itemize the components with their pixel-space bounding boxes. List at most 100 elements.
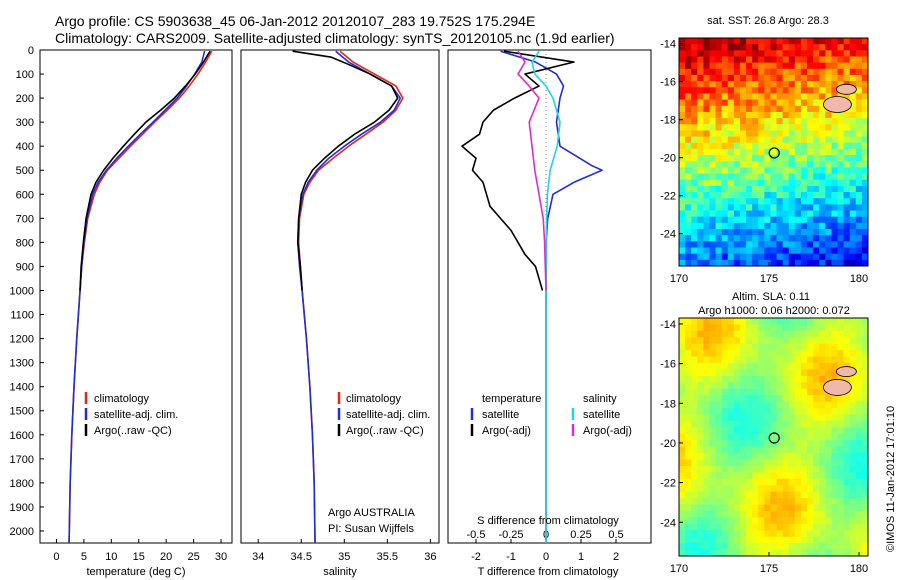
map-cell xyxy=(709,356,717,364)
map-cell xyxy=(721,105,729,113)
map-cell xyxy=(782,204,790,212)
map-cell xyxy=(746,50,753,57)
map-cell xyxy=(764,453,771,461)
map-cell xyxy=(776,491,784,499)
map-cell xyxy=(800,253,808,261)
map-cell xyxy=(679,111,686,119)
map-cell xyxy=(782,510,790,518)
map-cell xyxy=(782,356,790,364)
map-cell xyxy=(746,343,753,351)
map-cell xyxy=(855,356,863,364)
legend-climatology: climatology xyxy=(94,393,150,405)
map-cell xyxy=(782,549,790,557)
map-cell xyxy=(861,427,869,435)
map-cell xyxy=(758,324,765,332)
map-cell xyxy=(703,81,710,88)
map-cell xyxy=(843,401,851,409)
map-cell xyxy=(813,93,820,101)
map-cell xyxy=(685,124,692,131)
map-cell xyxy=(679,253,686,261)
map-cell xyxy=(837,185,845,193)
map-cell xyxy=(800,204,808,212)
map-cell xyxy=(709,259,717,267)
map-cell xyxy=(807,375,814,383)
map-cell xyxy=(825,395,832,403)
map-cell xyxy=(776,204,784,212)
map-cell xyxy=(752,192,759,199)
map-cell xyxy=(746,247,753,255)
map-cell xyxy=(843,142,851,150)
map-cell xyxy=(813,161,820,168)
map-cell xyxy=(703,179,710,187)
map-cell xyxy=(703,343,710,351)
map-cell xyxy=(770,401,778,409)
map-cell xyxy=(800,235,808,242)
map-cell xyxy=(782,142,790,150)
map-cell xyxy=(770,130,778,138)
map-cell xyxy=(679,62,686,70)
map-cell xyxy=(794,111,802,119)
map-cell xyxy=(776,130,784,138)
map-cell xyxy=(746,56,753,64)
map-cell xyxy=(813,99,820,107)
map-cell xyxy=(807,498,814,506)
map-cell xyxy=(733,446,741,454)
map-cell xyxy=(849,356,857,364)
map-cell xyxy=(831,167,839,175)
salinity-plot: 34 34.5 35 35.5 36 xyxy=(252,50,437,563)
map-cell xyxy=(794,185,802,193)
map-cell xyxy=(721,318,729,325)
map-y-tick-label: -14 xyxy=(660,39,676,51)
map-cell xyxy=(843,530,851,538)
map-cell xyxy=(794,530,802,538)
map-cell xyxy=(776,395,784,403)
map-cell xyxy=(782,485,790,493)
map-cell xyxy=(697,229,704,236)
map-cell xyxy=(739,465,747,473)
map-cell xyxy=(849,130,857,138)
map-cell xyxy=(825,504,832,512)
map-cell xyxy=(788,318,796,325)
map-cell xyxy=(825,472,832,480)
map-cell xyxy=(825,130,832,138)
map-cell xyxy=(715,167,723,175)
map-cell xyxy=(813,504,820,512)
map-cell xyxy=(733,330,741,338)
map-cell xyxy=(782,247,790,255)
map-cell xyxy=(703,530,710,538)
map-cell xyxy=(819,204,826,212)
map-cell xyxy=(715,363,723,370)
map-cell xyxy=(819,363,826,370)
map-cell xyxy=(794,504,802,512)
map-cell xyxy=(788,478,796,486)
map-cell xyxy=(752,136,759,144)
map-cell xyxy=(807,185,814,193)
map-cell xyxy=(697,74,704,82)
map-cell xyxy=(770,124,778,131)
map-cell xyxy=(733,401,741,409)
map-cell xyxy=(685,185,692,193)
map-cell xyxy=(733,44,741,51)
map-cell xyxy=(715,543,723,551)
map-cell xyxy=(685,210,692,218)
map-cell xyxy=(819,68,826,76)
map-cell xyxy=(800,375,808,383)
map-cell xyxy=(764,161,771,168)
map-cell xyxy=(733,155,741,162)
map-cell xyxy=(691,318,698,325)
map-cell xyxy=(679,446,686,454)
map-cell xyxy=(782,179,790,187)
map-cell xyxy=(770,222,778,230)
map-x-tick-label: 180 xyxy=(850,563,868,575)
map-cell xyxy=(733,465,741,473)
map-cell xyxy=(691,388,698,396)
map-cell xyxy=(843,356,851,364)
map-cell xyxy=(752,478,759,486)
map-cell xyxy=(788,62,796,70)
map-cell xyxy=(849,148,857,156)
map-cell xyxy=(782,87,790,94)
map-cell xyxy=(697,324,704,332)
map-cell xyxy=(776,185,784,193)
map-cell xyxy=(813,498,820,506)
map-cell xyxy=(752,485,759,493)
